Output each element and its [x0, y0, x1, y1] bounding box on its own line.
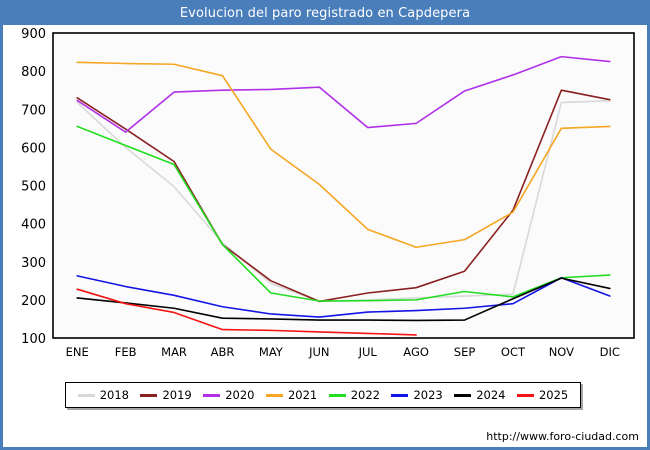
window-title: Evolucion del paro registrado en Capdepe…	[3, 3, 647, 25]
series-line-2024	[76, 277, 611, 322]
x-tick-nov: NOV	[549, 345, 574, 359]
legend-item-2025[interactable]: 2025	[516, 388, 569, 402]
y-tick-800: 800	[21, 65, 46, 80]
y-tick-600: 600	[21, 141, 46, 156]
line-chart: 100 200 300 400 500 600 700 800 900 ENE FEB MAR ABR…	[21, 27, 635, 359]
y-axis-tick-labels: 100 200 300 400 500 600 700 800 900	[21, 27, 46, 347]
y-tick-200: 200	[21, 294, 46, 309]
legend-swatch-icon	[391, 393, 409, 397]
legend-label: 2021	[287, 388, 318, 402]
legend-item-2021[interactable]: 2021	[265, 388, 318, 402]
legend-swatch-icon	[265, 393, 283, 397]
chart-plot-area: 100 200 300 400 500 600 700 800 900 ENE FEB MAR ABR…	[3, 25, 647, 372]
x-tick-ago: AGO	[403, 345, 429, 359]
series-line-2020	[76, 55, 611, 133]
legend-swatch-icon	[328, 393, 346, 397]
series-line-2019	[76, 89, 611, 303]
series-line-2022	[76, 125, 611, 302]
legend-item-2023[interactable]: 2023	[391, 388, 443, 402]
legend-item-2020[interactable]: 2020	[203, 388, 255, 402]
x-tick-jul: JUL	[358, 345, 378, 359]
y-tick-400: 400	[21, 218, 46, 233]
legend-label: 2022	[350, 388, 381, 402]
legend-swatch-icon	[77, 393, 95, 397]
y-tick-300: 300	[21, 256, 46, 271]
axis-lines	[52, 32, 635, 339]
x-axis-tick-labels: ENE FEB MAR ABR MAY JUN JUL AGO SEP OCT NOV DIC	[66, 345, 620, 359]
series-lines	[76, 55, 611, 336]
chart-legend: 2018 2019 2020 2021 2022 2023 2024 2025	[65, 382, 581, 408]
x-tick-jun: JUN	[308, 345, 329, 359]
x-tick-may: MAY	[259, 345, 284, 359]
legend-item-2024[interactable]: 2024	[454, 388, 506, 402]
legend-label: 2024	[476, 388, 506, 402]
plot-background	[53, 33, 634, 338]
x-tick-ene: ENE	[66, 345, 89, 359]
legend-swatch-icon	[203, 393, 221, 397]
legend-item-2018[interactable]: 2018	[77, 388, 130, 402]
x-tick-dic: DIC	[600, 345, 620, 359]
x-tick-mar: MAR	[161, 345, 187, 359]
legend-label: 2018	[99, 388, 130, 402]
legend-swatch-icon	[516, 393, 534, 397]
series-line-2021	[76, 61, 611, 249]
y-tick-500: 500	[21, 180, 46, 195]
x-tick-sep: SEP	[454, 345, 476, 359]
y-tick-100: 100	[21, 332, 46, 347]
x-tick-oct: OCT	[501, 345, 526, 359]
source-url: http://www.foro-ciudad.com	[486, 430, 639, 443]
x-tick-abr: ABR	[211, 345, 235, 359]
legend-label: 2020	[225, 388, 255, 402]
legend-swatch-icon	[140, 393, 158, 397]
legend-swatch-icon	[454, 393, 472, 397]
series-line-2023	[76, 275, 611, 318]
legend-label: 2023	[413, 388, 443, 402]
x-tick-feb: FEB	[115, 345, 137, 359]
legend-label: 2019	[162, 388, 192, 402]
legend-item-2022[interactable]: 2022	[328, 388, 381, 402]
series-line-2025	[76, 288, 417, 336]
legend-label: 2025	[538, 388, 569, 402]
y-tick-700: 700	[21, 103, 46, 118]
y-tick-900: 900	[21, 27, 46, 42]
legend-item-2019[interactable]: 2019	[140, 388, 192, 402]
